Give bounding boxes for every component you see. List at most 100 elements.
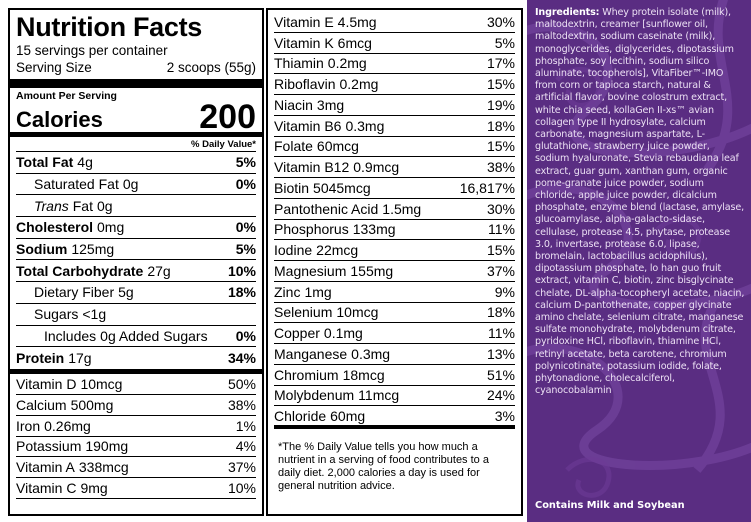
nutrient-name-group: Vitamin B12 0.9mcg	[274, 159, 399, 175]
nutrient-row: Vitamin B12 0.9mcg 38%	[274, 157, 515, 178]
nutrient-name-group: Manganese 0.3mg	[274, 346, 390, 362]
nutrient-name: Vitamin K	[274, 34, 334, 51]
nutrient-amount: 1mg	[304, 283, 332, 300]
nutrient-amount: 27g	[147, 262, 171, 279]
nutrient-row: Folate 60mcg 15%	[274, 137, 515, 158]
nutrient-name: Vitamin B12	[274, 159, 350, 176]
nutrient-daily-value: 10%	[227, 480, 256, 497]
nutrient-row: Zinc 1mg 9%	[274, 282, 515, 303]
nutrient-name: Sugars	[34, 306, 79, 323]
nutrient-row: Protein 17g 34%	[16, 347, 256, 369]
nutrient-name: Chromium	[274, 366, 339, 383]
nutrient-row: Biotin 5045mcg 16,817%	[274, 178, 515, 199]
nutrient-row: Calcium 500mg 38%	[16, 395, 256, 416]
nutrient-amount: 190mg	[85, 438, 129, 455]
ingredients-panel: Ingredients: Whey protein isolate (milk)…	[527, 0, 751, 522]
nutrient-row: Potassium 190mg 4%	[16, 437, 256, 458]
nutrient-daily-value: 9%	[494, 283, 515, 300]
nutrient-name: Folate	[274, 138, 313, 155]
nutrient-name-group: Calcium 500mg	[16, 397, 113, 413]
nutrient-name-group: Sodium 125mg	[16, 241, 114, 257]
nutrient-row: Manganese 0.3mg 13%	[274, 344, 515, 365]
nutrient-name: Saturated Fat	[34, 176, 119, 193]
nutrient-daily-value: 5%	[235, 241, 256, 258]
nutrient-name: Potassium	[16, 438, 82, 455]
nutrient-name-group: Vitamin E 4.5mg	[274, 14, 377, 30]
nutrient-row: Vitamin D 10mcg 50%	[16, 374, 256, 395]
nutrient-name: Niacin	[274, 96, 313, 113]
nutrient-amount: 0.3mg	[345, 117, 385, 134]
nutrient-amount: 5045mcg	[313, 179, 371, 196]
nutrient-daily-value: 13%	[486, 345, 515, 362]
nutrient-amount: 4.5mg	[337, 13, 377, 30]
nutrient-daily-value: 0%	[235, 327, 256, 344]
nutrient-name: Vitamin C	[16, 480, 77, 497]
nutrient-name-group: Trans Fat 0g	[34, 198, 113, 214]
nutrient-amount: 0.26mg	[44, 417, 91, 434]
nutrient-daily-value: 15%	[486, 76, 515, 93]
nutrient-daily-value: 3%	[494, 407, 515, 424]
nutrient-name-group: Iodine 22mcg	[274, 242, 358, 258]
nutrient-name-group: Sugars <1g	[34, 306, 106, 322]
nutrient-daily-value: 0%	[235, 176, 256, 193]
nutrient-amount: 3mg	[316, 96, 345, 113]
nutrient-daily-value: 19%	[486, 96, 515, 113]
nutrient-row: Vitamin K 6mcg 5%	[274, 33, 515, 54]
nutrient-name: Dietary Fiber	[34, 284, 115, 301]
nutrient-name: Pantothenic Acid	[274, 200, 379, 217]
nutrient-name-group: Total Carbohydrate 27g	[16, 263, 171, 279]
nutrient-daily-value: 18%	[486, 304, 515, 321]
nutrient-row: Total Carbohydrate 27g 10%	[16, 260, 256, 283]
nutrition-panel-left: Nutrition Facts 15 servings per containe…	[8, 8, 264, 516]
nutrient-row: Phosphorus 133mg 11%	[274, 220, 515, 241]
nutrient-daily-value: 30%	[486, 13, 515, 30]
nutrient-row: Niacin 3mg 19%	[274, 95, 515, 116]
nutrient-amount: 0.9mcg	[353, 159, 400, 176]
calories-value: 200	[199, 98, 256, 136]
nutrient-amount: 22mcg	[316, 242, 359, 259]
nutrient-name-group: Selenium 10mcg	[274, 304, 378, 320]
nutrient-name-group: Potassium 190mg	[16, 438, 128, 454]
allergen-statement: Contains Milk and Soybean	[535, 500, 685, 511]
nutrient-name-group: Magnesium 155mg	[274, 263, 393, 279]
nutrient-amount: 0g	[122, 176, 139, 193]
nutrient-name-group: Phosphorus 133mg	[274, 221, 396, 237]
nutrient-row: Thiamin 0.2mg 17%	[274, 54, 515, 75]
nutrient-row: Selenium 10mcg 18%	[274, 303, 515, 324]
nutrient-daily-value: 17%	[486, 55, 515, 72]
nutrient-name: Vitamin E	[274, 13, 334, 30]
nutrient-row: Cholesterol 0mg 0%	[16, 217, 256, 239]
nutrient-amount: 1.5mg	[382, 200, 422, 217]
nutrient-daily-value: 30%	[486, 200, 515, 217]
nutrient-row: Magnesium 155mg 37%	[274, 261, 515, 282]
nutrient-amount: 0mg	[97, 219, 125, 236]
nutrient-amount: 155mg	[350, 262, 394, 279]
nutrient-name: Zinc	[274, 283, 301, 300]
nutrient-name: Iodine	[274, 242, 313, 259]
nutrient-name-group: Folate 60mcg	[274, 138, 359, 154]
nutrient-daily-value: 24%	[486, 387, 515, 404]
nutrient-name: Cholesterol	[16, 219, 94, 236]
nutrient-daily-value: 4%	[235, 438, 256, 455]
nutrient-amount: 0.2mg	[327, 55, 367, 72]
nutrient-name: Calcium	[16, 396, 67, 413]
nutrient-amount: 6mcg	[337, 34, 372, 51]
nutrient-daily-value: 10%	[227, 262, 256, 279]
calories-label: Calories	[16, 107, 103, 132]
nutrient-row: Iodine 22mcg 15%	[274, 240, 515, 261]
nutrient-name-group: Niacin 3mg	[274, 97, 344, 113]
nutrient-name-group: Total Fat 4g	[16, 154, 93, 170]
nutrient-daily-value: 51%	[486, 366, 515, 383]
nutrient-amount: 4g	[77, 154, 93, 171]
nutrient-name: Magnesium	[274, 262, 347, 279]
daily-value-header: % Daily Value*	[16, 137, 256, 152]
nutrient-name: Riboflavin	[274, 76, 336, 93]
serving-size-value: 2 scoops (55g)	[166, 60, 256, 75]
nutrient-name-group: Dietary Fiber 5g	[34, 284, 134, 300]
nutrient-name: Fat	[72, 197, 93, 214]
nutrient-daily-value: 11%	[488, 221, 515, 238]
nutrient-daily-value: 5%	[235, 154, 256, 171]
nutrient-name: Vitamin B6	[274, 117, 342, 134]
nutrient-daily-value: 15%	[486, 138, 515, 155]
swirl-pattern-background	[527, 0, 751, 498]
